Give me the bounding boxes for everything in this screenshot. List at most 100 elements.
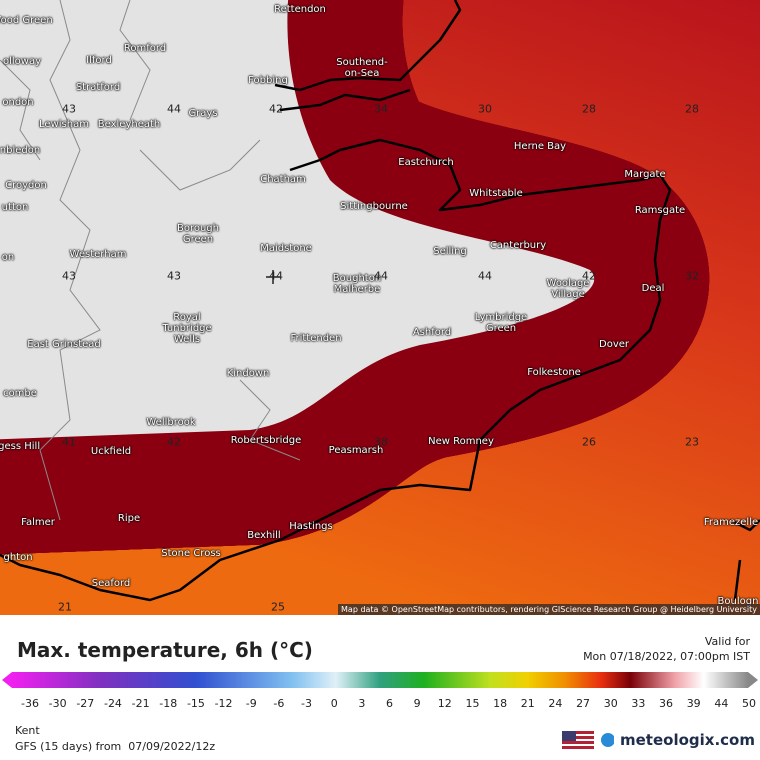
colorbar-tick-label: 50 — [742, 697, 756, 710]
place-label: Stratford — [75, 82, 121, 93]
place-label: Chatham — [260, 174, 306, 185]
place-label: Ripe — [117, 513, 141, 524]
place-label: Kindown — [226, 368, 270, 379]
place-label: Eastchurch — [398, 157, 454, 168]
colorbar-tick-label: 44 — [714, 697, 729, 710]
temperature-label: 42 — [269, 102, 283, 116]
colorbar-tick-label: -36 — [21, 697, 39, 710]
temperature-label: 21 — [58, 600, 72, 614]
colorbar-tick-label: -30 — [48, 697, 67, 710]
place-label: Sittingbourne — [340, 201, 408, 212]
marker — [266, 270, 280, 284]
place-label: Wood Green — [0, 15, 53, 26]
place-label: Uckfield — [90, 446, 132, 457]
place-label: Royal Tunbridge Wells — [162, 312, 212, 345]
colorbar-tick-label: 33 — [631, 697, 646, 710]
logos — [562, 731, 614, 749]
temperature-label: 34 — [374, 102, 388, 116]
place-label: Hastings — [289, 521, 333, 532]
place-label: Bexhill — [247, 530, 281, 541]
temperature-label: 44 — [269, 269, 283, 283]
place-label: on — [1, 252, 15, 263]
admin-borders — [0, 0, 301, 521]
colorbar-tick-label: 27 — [576, 697, 591, 710]
temperature-label: 44 — [478, 269, 492, 283]
place-label: Croydon — [5, 180, 47, 191]
place-label: ghton — [3, 552, 33, 563]
colorbar — [2, 672, 758, 688]
model-run: GFS (15 days) from 07/09/2022/12z — [15, 740, 216, 753]
colorbar-tick-label: 18 — [493, 697, 508, 710]
place-label: Deal — [641, 283, 665, 294]
place-label: Boulogn — [717, 596, 759, 607]
temperature-label: 26 — [582, 435, 596, 449]
place-label: Canterbury — [489, 240, 547, 251]
place-label: Woolage Village — [546, 278, 590, 300]
colorbar-tick-label: -15 — [186, 697, 205, 710]
place-label: Falmer — [21, 517, 55, 528]
place-label: Ramsgate — [634, 205, 686, 216]
place-label: Bexleyheath — [97, 119, 161, 130]
temperature-label: 43 — [62, 269, 76, 283]
land-hot-zone — [0, 0, 595, 440]
temperature-label: 42 — [167, 435, 181, 449]
place-label: ondon — [2, 97, 34, 108]
temperature-label: 43 — [62, 102, 76, 116]
valid-time: Mon 07/18/2022, 07:00pm IST — [583, 650, 750, 663]
place-label: Peasmarsh — [328, 445, 384, 456]
colorbar-tick-label: -21 — [131, 697, 150, 710]
place-label: Robertsbridge — [230, 435, 302, 446]
colorbar-tick-label: -6 — [273, 697, 285, 710]
place-label: Folkestone — [527, 367, 581, 378]
place-label: Lewisham — [39, 119, 89, 130]
temperature-label: 32 — [685, 269, 699, 283]
temperature-label: 44 — [167, 102, 181, 116]
place-label: Dover — [599, 339, 629, 350]
colorbar-tick-label: 3 — [358, 697, 366, 710]
temperature-label: 28 — [582, 102, 596, 116]
colorbar-tick-label: 21 — [520, 697, 535, 710]
place-label: New Romney — [428, 436, 494, 447]
attribution: Map data © OpenStreetMap contributors, r… — [338, 604, 760, 615]
place-label: Borough Green — [176, 223, 219, 245]
legend-title: Max. temperature, 6h (°C) — [17, 638, 313, 662]
colorbar-tick-label: 24 — [548, 697, 563, 710]
place-label: Westerham — [69, 249, 127, 260]
colorbar-tick-label: -27 — [76, 697, 95, 710]
place-label: olloway — [2, 56, 42, 67]
coastline — [0, 0, 760, 602]
place-label: Lymbridge Green — [474, 312, 528, 334]
colorbar-tick-label: 15 — [465, 697, 480, 710]
place-label: Grays — [188, 108, 218, 119]
place-label: Rettendon — [274, 4, 326, 15]
colorbar-tick-label: -12 — [214, 697, 233, 710]
colorbar-tick-label: -24 — [103, 697, 122, 710]
place-label: Margate — [624, 169, 666, 180]
temperature-label: 41 — [62, 435, 76, 449]
temperature-label: 25 — [271, 600, 285, 614]
place-label: Romford — [123, 43, 167, 54]
map — [0, 0, 760, 615]
colorbar-tick-label: 30 — [603, 697, 618, 710]
place-label: Southend-on-Sea — [336, 57, 388, 79]
place-label: utton — [1, 202, 29, 213]
colorbar-tick-label: 0 — [330, 697, 338, 710]
colorbar-tick-label: 9 — [413, 697, 421, 710]
temperature-label: 42 — [582, 269, 596, 283]
place-label: Frittenden — [290, 333, 342, 344]
temperature-label: 44 — [374, 269, 388, 283]
colorbar-tick-label: -9 — [245, 697, 257, 710]
place-label: Selling — [433, 246, 467, 257]
brand: meteologix.com — [620, 731, 755, 749]
place-label: Whitstable — [469, 188, 523, 199]
place-label: Wellbrook — [146, 417, 196, 428]
temperature-label: 38 — [374, 435, 388, 449]
colorbar-tick-label: -3 — [301, 697, 313, 710]
colorbar-tick-label: 39 — [686, 697, 701, 710]
place-label: Ilford — [86, 55, 112, 66]
place-label: East Grinstead — [27, 339, 101, 350]
temperature-label: 28 — [685, 102, 699, 116]
place-label: Stone Cross — [161, 548, 221, 559]
place-label: Herne Bay — [513, 141, 567, 152]
place-label: Boughton Malherbe — [332, 273, 382, 295]
